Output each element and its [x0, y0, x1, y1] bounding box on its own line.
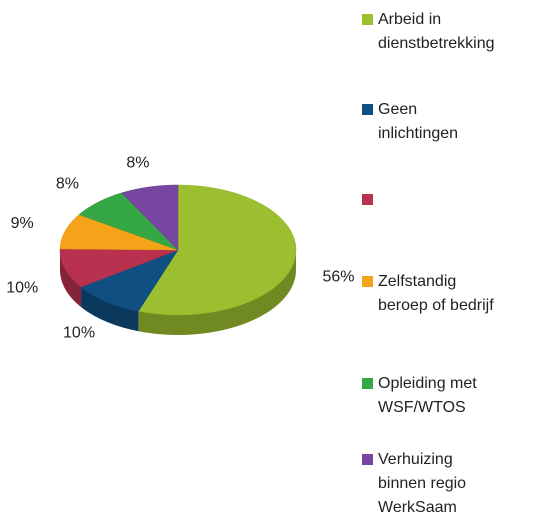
legend-label: Opleiding met WSF/WTOS [378, 375, 477, 416]
pie-slice-side [60, 250, 82, 308]
data-label: 8% [126, 154, 149, 171]
legend-swatch [362, 194, 373, 205]
pie-slice [121, 184, 179, 251]
legend-label: Arbeid in dienstbetrekking [378, 11, 495, 52]
pie-slice [59, 214, 179, 251]
data-label: 10% [6, 279, 38, 296]
legend-label: Verhuizing binnen regio WerkSaam [378, 451, 467, 516]
pie-slice [80, 249, 179, 312]
legend-label: Geen inlichtingen [378, 101, 459, 142]
data-label: 8% [56, 175, 79, 192]
legend-swatch [362, 14, 373, 25]
legend-swatch [362, 104, 373, 115]
legend-swatch [362, 454, 373, 465]
data-label: 9% [11, 215, 34, 232]
legend-swatch [362, 378, 373, 389]
data-label: 56% [322, 268, 354, 285]
legend-label: Zelfstandig beroep of bedrijf [378, 273, 494, 314]
data-label: 10% [63, 324, 95, 341]
pie-slice [137, 184, 297, 316]
pie-slice [59, 248, 179, 288]
pie-slice-side [81, 287, 139, 332]
legend-swatch [362, 276, 373, 287]
pie-slice [78, 192, 179, 251]
pie-slice-side [138, 250, 296, 335]
